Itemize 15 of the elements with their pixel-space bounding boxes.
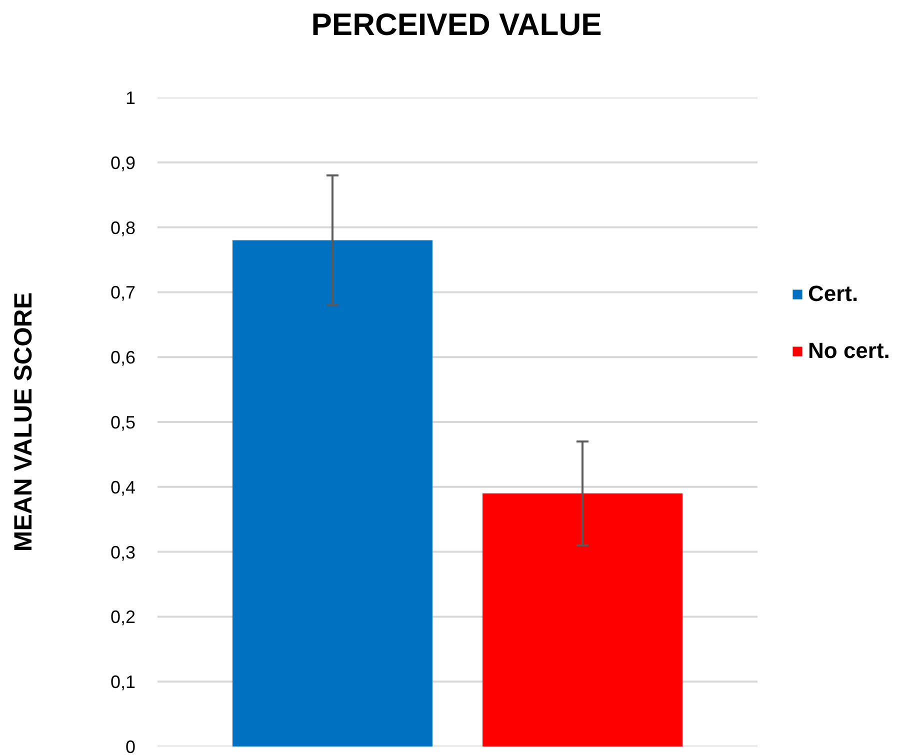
legend-label: No cert. bbox=[808, 338, 890, 364]
y-tick-label: 0,2 bbox=[110, 607, 136, 628]
y-tick-label: 0 bbox=[125, 737, 136, 755]
chart-title: PERCEIVED VALUE bbox=[311, 6, 602, 44]
y-tick-label: 0,3 bbox=[110, 542, 136, 562]
y-tick-label: 0,5 bbox=[110, 412, 136, 432]
y-tick-label: 0,8 bbox=[110, 218, 136, 238]
y-tick-label: 0,9 bbox=[110, 152, 136, 173]
legend-label: Cert. bbox=[808, 281, 858, 307]
y-axis-title: MEAN VALUE SCORE bbox=[9, 292, 38, 552]
y-tick-label: 0,6 bbox=[110, 348, 136, 368]
y-tick-label: 0,4 bbox=[110, 477, 136, 498]
y-tick-label: 0,7 bbox=[110, 282, 136, 303]
y-tick-label: 0,1 bbox=[110, 672, 136, 692]
y-tick-label: 1 bbox=[125, 88, 136, 108]
